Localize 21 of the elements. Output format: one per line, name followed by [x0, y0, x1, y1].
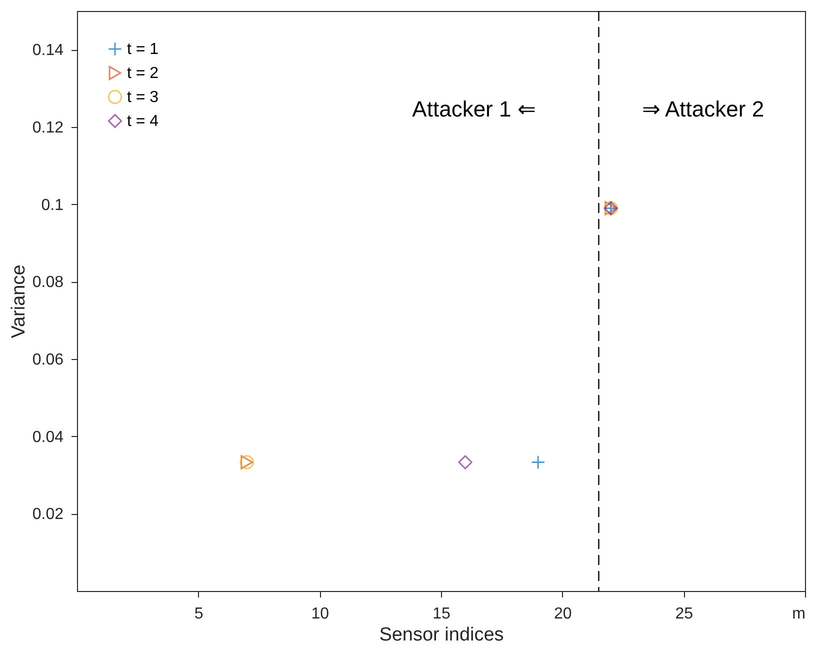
legend-label: t = 2 — [127, 65, 159, 82]
y-tick-label: 0.04 — [32, 428, 64, 446]
x-tick-label: 20 — [554, 606, 572, 622]
y-tick-label: 0.1 — [41, 196, 64, 214]
x-tick-label: 25 — [675, 606, 694, 622]
x-tick-label: 10 — [311, 606, 330, 622]
legend-label: t = 1 — [127, 41, 159, 58]
x-tick-label: 5 — [194, 606, 204, 622]
y-tick-label: 0.02 — [32, 506, 64, 524]
x-tick-label: 15 — [432, 606, 450, 622]
legend-label: t = 3 — [127, 89, 159, 106]
y-tick-label: 0.08 — [32, 274, 64, 292]
y-tick-label: 0.14 — [32, 42, 64, 60]
legend-label: t = 4 — [127, 113, 159, 130]
annotation: Attacker 1 ⇐ — [412, 96, 536, 122]
y-tick-label: 0.12 — [32, 120, 64, 136]
y-tick-label: 0.06 — [32, 352, 64, 368]
x-axis-title: Sensor indices — [379, 624, 504, 646]
x-tick-label: m — [792, 606, 806, 622]
y-axis-title: Variance — [8, 264, 30, 338]
annotation: ⇒ Attacker 2 — [642, 96, 764, 122]
